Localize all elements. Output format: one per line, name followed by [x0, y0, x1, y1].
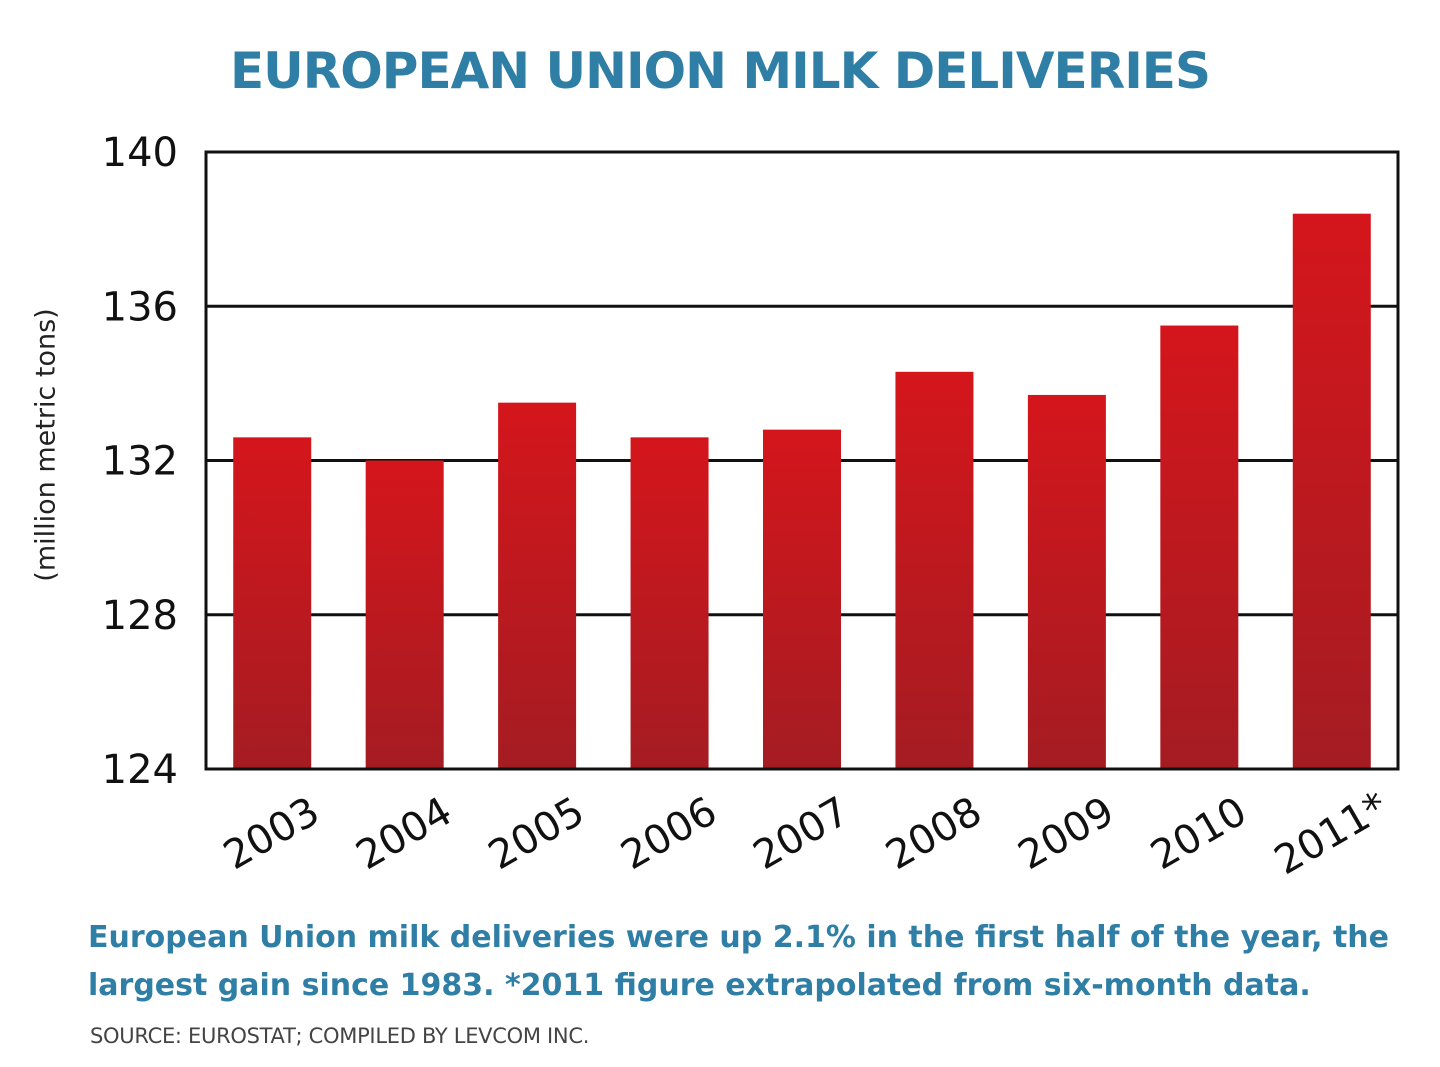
- source-note: SOURCE: EUROSTAT; COMPILED BY LEVCOM INC…: [90, 1024, 590, 1048]
- y-tick-label: 128: [102, 593, 178, 639]
- x-tick-label: 2007: [746, 788, 857, 879]
- y-tick-label: 140: [102, 130, 178, 176]
- x-tick-label: 2003: [216, 788, 327, 879]
- x-tick-label: 2009: [1011, 788, 1122, 879]
- y-tick-label: 124: [102, 747, 178, 793]
- bar-2006: [630, 437, 709, 769]
- bar-2011*: [1292, 213, 1371, 769]
- x-tick-label: 2010: [1143, 788, 1254, 879]
- chart-caption: European Union milk deliveries were up 2…: [88, 914, 1408, 1010]
- chart-title: EUROPEAN UNION MILK DELIVERIES: [230, 42, 1211, 100]
- x-tick-label: 2005: [481, 788, 592, 879]
- y-tick-label: 132: [102, 439, 178, 485]
- x-tick-label: 2004: [349, 788, 460, 879]
- y-tick-label: 136: [102, 284, 178, 330]
- caption-line-1: European Union milk deliveries were up 2…: [88, 920, 1389, 955]
- bar-2010: [1160, 325, 1239, 769]
- x-tick-label: 2006: [613, 788, 724, 879]
- plot-frame: [204, 150, 1400, 771]
- bar-2008: [895, 371, 974, 769]
- bar-2007: [763, 429, 841, 769]
- caption-line-2: largest gain since 1983. *2011 figure ex…: [88, 968, 1311, 1003]
- x-tick-label: 2011*: [1267, 783, 1395, 884]
- x-tick-label: 2008: [878, 788, 989, 879]
- bar-2003: [233, 437, 312, 769]
- bar-2004: [365, 460, 444, 769]
- bar-2005: [498, 402, 577, 769]
- bar-2009: [1027, 394, 1106, 769]
